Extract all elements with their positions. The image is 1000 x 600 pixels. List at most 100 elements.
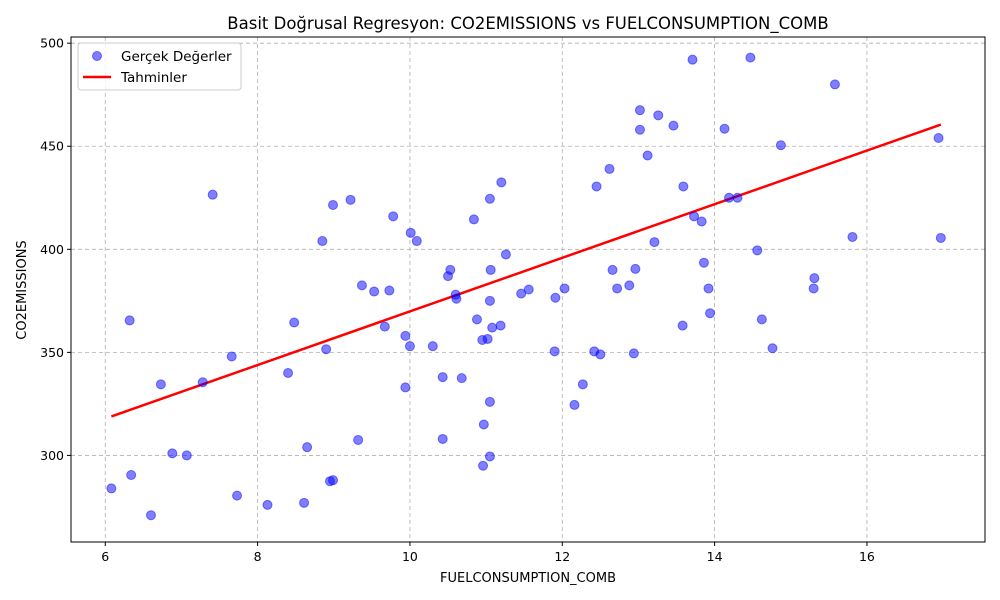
- y-tick-label: 450: [40, 139, 64, 154]
- data-point: [400, 330, 411, 341]
- data-point: [484, 193, 495, 204]
- plot-frame: [70, 36, 986, 543]
- data-point: [487, 322, 498, 333]
- data-point: [752, 245, 763, 256]
- data-point: [478, 460, 489, 471]
- legend-marker-actual: [92, 51, 102, 61]
- data-point: [604, 163, 615, 174]
- y-axis-title: CO2EMISSIONS: [15, 240, 30, 339]
- data-point: [607, 264, 618, 275]
- data-point: [634, 105, 645, 116]
- data-point: [935, 232, 946, 243]
- data-point: [495, 320, 506, 331]
- data-point: [468, 214, 479, 225]
- data-point: [496, 177, 507, 188]
- data-point: [687, 54, 698, 65]
- data-point: [677, 320, 688, 331]
- data-point: [559, 283, 570, 294]
- legend: Gerçek Değerler Tahminler: [77, 42, 242, 91]
- data-point: [400, 382, 411, 393]
- data-point: [703, 283, 714, 294]
- data-point: [612, 283, 623, 294]
- data-point: [809, 273, 820, 284]
- data-point: [328, 199, 339, 210]
- data-point: [705, 308, 716, 319]
- data-point: [808, 283, 819, 294]
- data-point: [456, 373, 467, 384]
- data-point: [595, 349, 606, 360]
- x-tick-label: 12: [554, 549, 570, 564]
- data-point: [167, 448, 178, 459]
- grid: [71, 37, 985, 542]
- data-point: [591, 181, 602, 192]
- data-point: [829, 79, 840, 90]
- data-point: [145, 510, 156, 521]
- data-point: [226, 351, 237, 362]
- data-point: [384, 285, 395, 296]
- data-point: [155, 379, 166, 390]
- legend-box: [77, 42, 242, 91]
- data-point: [369, 286, 380, 297]
- data-point: [649, 237, 660, 248]
- scatter-points: [106, 52, 946, 521]
- data-point: [283, 367, 294, 378]
- data-point: [302, 442, 313, 453]
- data-point: [550, 292, 561, 303]
- data-point: [197, 377, 208, 388]
- regression-line-segment: [110, 123, 942, 418]
- data-point: [719, 123, 730, 134]
- x-tick-label: 16: [859, 549, 875, 564]
- x-tick-label: 14: [707, 549, 723, 564]
- data-point: [634, 124, 645, 135]
- x-axis: 6 8 10 12 14 16: [101, 542, 875, 564]
- data-point: [353, 434, 364, 445]
- data-point: [549, 346, 560, 357]
- x-tick-label: 8: [254, 549, 262, 564]
- data-point: [523, 284, 534, 295]
- chart-title: Basit Doğrusal Regresyon: CO2EMISSIONS v…: [227, 14, 828, 34]
- data-point: [668, 120, 679, 131]
- data-point: [484, 396, 495, 407]
- data-point: [653, 110, 664, 121]
- data-point: [484, 295, 495, 306]
- data-point: [404, 341, 415, 352]
- data-point: [642, 150, 653, 161]
- y-tick-label: 300: [40, 448, 64, 463]
- data-point: [451, 293, 462, 304]
- data-point: [630, 263, 641, 274]
- data-point: [427, 341, 438, 352]
- data-point: [356, 280, 367, 291]
- data-point: [569, 399, 580, 410]
- data-point: [577, 379, 588, 390]
- data-point: [482, 333, 493, 344]
- data-point: [724, 192, 735, 203]
- data-point: [756, 314, 767, 325]
- data-point: [379, 321, 390, 332]
- data-point: [124, 315, 135, 326]
- data-point: [345, 194, 356, 205]
- data-point: [126, 470, 137, 481]
- data-point: [317, 236, 328, 247]
- regression-line: [110, 123, 942, 418]
- data-point: [445, 264, 456, 275]
- data-point: [299, 497, 310, 508]
- data-point: [678, 181, 689, 192]
- data-point: [689, 211, 700, 222]
- y-axis: 300 350 400 450 500: [40, 36, 71, 463]
- data-point: [500, 249, 511, 260]
- data-point: [732, 192, 743, 203]
- data-point: [696, 216, 707, 227]
- data-point: [106, 483, 117, 494]
- x-axis-title: FUELCONSUMPTION_COMB: [440, 571, 616, 586]
- data-point: [933, 133, 944, 143]
- y-tick-label: 400: [40, 242, 64, 257]
- data-point: [388, 211, 399, 222]
- data-point: [181, 450, 192, 461]
- data-point: [405, 227, 416, 238]
- data-point: [745, 52, 756, 63]
- x-tick-label: 6: [101, 549, 109, 564]
- data-point: [767, 343, 778, 354]
- data-point: [411, 236, 422, 247]
- y-tick-label: 350: [40, 345, 64, 360]
- data-point: [321, 344, 332, 355]
